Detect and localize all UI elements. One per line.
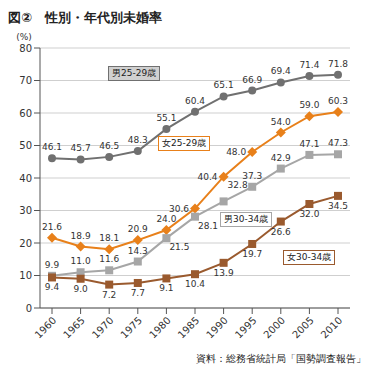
svg-text:46.1: 46.1 bbox=[42, 142, 62, 152]
html-text:図② 性別・年代別未婚率: 図② 性別・年代別未婚率 bbox=[8, 10, 162, 25]
svg-text:9.0: 9.0 bbox=[73, 284, 88, 294]
svg-text:2005: 2005 bbox=[290, 315, 316, 341]
svg-text:1975: 1975 bbox=[118, 315, 144, 341]
svg-text:0: 0 bbox=[26, 303, 32, 314]
svg-text:60.3: 60.3 bbox=[328, 96, 348, 106]
svg-text:45.7: 45.7 bbox=[71, 143, 91, 153]
html-text:女30-34歳: 女30-34歳 bbox=[287, 252, 332, 262]
svg-text:7.7: 7.7 bbox=[131, 288, 145, 298]
svg-text:80: 80 bbox=[19, 43, 32, 54]
svg-text:10.4: 10.4 bbox=[185, 279, 205, 289]
svg-text:40: 40 bbox=[19, 173, 32, 184]
svg-text:20: 20 bbox=[19, 238, 32, 249]
svg-text:21.6: 21.6 bbox=[42, 222, 62, 232]
svg-text:30: 30 bbox=[19, 205, 32, 216]
svg-text:50: 50 bbox=[19, 140, 32, 151]
svg-text:32.8: 32.8 bbox=[228, 180, 248, 190]
svg-text:2000: 2000 bbox=[261, 315, 287, 341]
svg-text:7.2: 7.2 bbox=[102, 290, 116, 300]
svg-text:26.6: 26.6 bbox=[271, 227, 291, 237]
svg-text:69.4: 69.4 bbox=[271, 66, 291, 76]
svg-text:13.9: 13.9 bbox=[214, 268, 234, 278]
svg-text:37.3: 37.3 bbox=[242, 171, 262, 181]
svg-text:18.1: 18.1 bbox=[99, 233, 119, 243]
svg-text:11.6: 11.6 bbox=[99, 254, 119, 264]
svg-text:1965: 1965 bbox=[61, 315, 87, 341]
svg-text:70: 70 bbox=[19, 75, 32, 86]
html-text:男25-29歳: 男25-29歳 bbox=[112, 68, 157, 78]
html-text:男30-34歳: 男30-34歳 bbox=[224, 214, 269, 224]
svg-text:48.3: 48.3 bbox=[128, 135, 148, 145]
svg-text:21.5: 21.5 bbox=[169, 242, 189, 252]
svg-text:9.9: 9.9 bbox=[45, 260, 60, 270]
svg-text:2010: 2010 bbox=[319, 315, 345, 341]
svg-text:1995: 1995 bbox=[233, 315, 259, 341]
svg-text:24.0: 24.0 bbox=[156, 214, 176, 224]
svg-text:11.0: 11.0 bbox=[71, 256, 91, 266]
svg-text:1985: 1985 bbox=[176, 315, 202, 341]
svg-text:(%): (%) bbox=[16, 32, 32, 42]
svg-text:48.0: 48.0 bbox=[226, 147, 246, 157]
svg-text:18.9: 18.9 bbox=[71, 231, 91, 241]
svg-text:9.1: 9.1 bbox=[159, 283, 173, 293]
svg-text:47.3: 47.3 bbox=[328, 138, 348, 148]
svg-text:1990: 1990 bbox=[204, 315, 230, 341]
svg-text:28.1: 28.1 bbox=[198, 221, 218, 231]
svg-text:40.4: 40.4 bbox=[198, 172, 218, 182]
html-text:資料：総務省統計局「国勢調査報告」: 資料：総務省統計局「国勢調査報告」 bbox=[196, 353, 366, 364]
svg-text:20.9: 20.9 bbox=[128, 224, 148, 234]
svg-text:34.5: 34.5 bbox=[328, 201, 348, 211]
svg-text:59.0: 59.0 bbox=[299, 100, 319, 110]
svg-text:60: 60 bbox=[19, 108, 32, 119]
svg-text:60.4: 60.4 bbox=[185, 96, 205, 106]
svg-text:10: 10 bbox=[19, 270, 32, 281]
svg-text:71.4: 71.4 bbox=[299, 60, 319, 70]
svg-text:66.9: 66.9 bbox=[242, 75, 262, 85]
svg-text:14.3: 14.3 bbox=[128, 246, 148, 256]
svg-text:1980: 1980 bbox=[147, 315, 173, 341]
svg-text:1970: 1970 bbox=[90, 315, 116, 341]
svg-text:42.9: 42.9 bbox=[271, 153, 291, 163]
svg-text:71.8: 71.8 bbox=[328, 59, 348, 69]
svg-text:46.5: 46.5 bbox=[99, 141, 119, 151]
html-text:女25-29歳: 女25-29歳 bbox=[162, 138, 207, 148]
svg-text:55.1: 55.1 bbox=[156, 113, 176, 123]
svg-text:1960: 1960 bbox=[33, 315, 59, 341]
svg-text:9.4: 9.4 bbox=[45, 282, 60, 292]
svg-text:65.1: 65.1 bbox=[214, 80, 234, 90]
svg-text:30.6: 30.6 bbox=[169, 204, 189, 214]
svg-text:47.1: 47.1 bbox=[299, 139, 319, 149]
svg-text:54.0: 54.0 bbox=[271, 117, 291, 127]
svg-text:32.0: 32.0 bbox=[299, 209, 319, 219]
svg-text:19.7: 19.7 bbox=[242, 249, 262, 259]
